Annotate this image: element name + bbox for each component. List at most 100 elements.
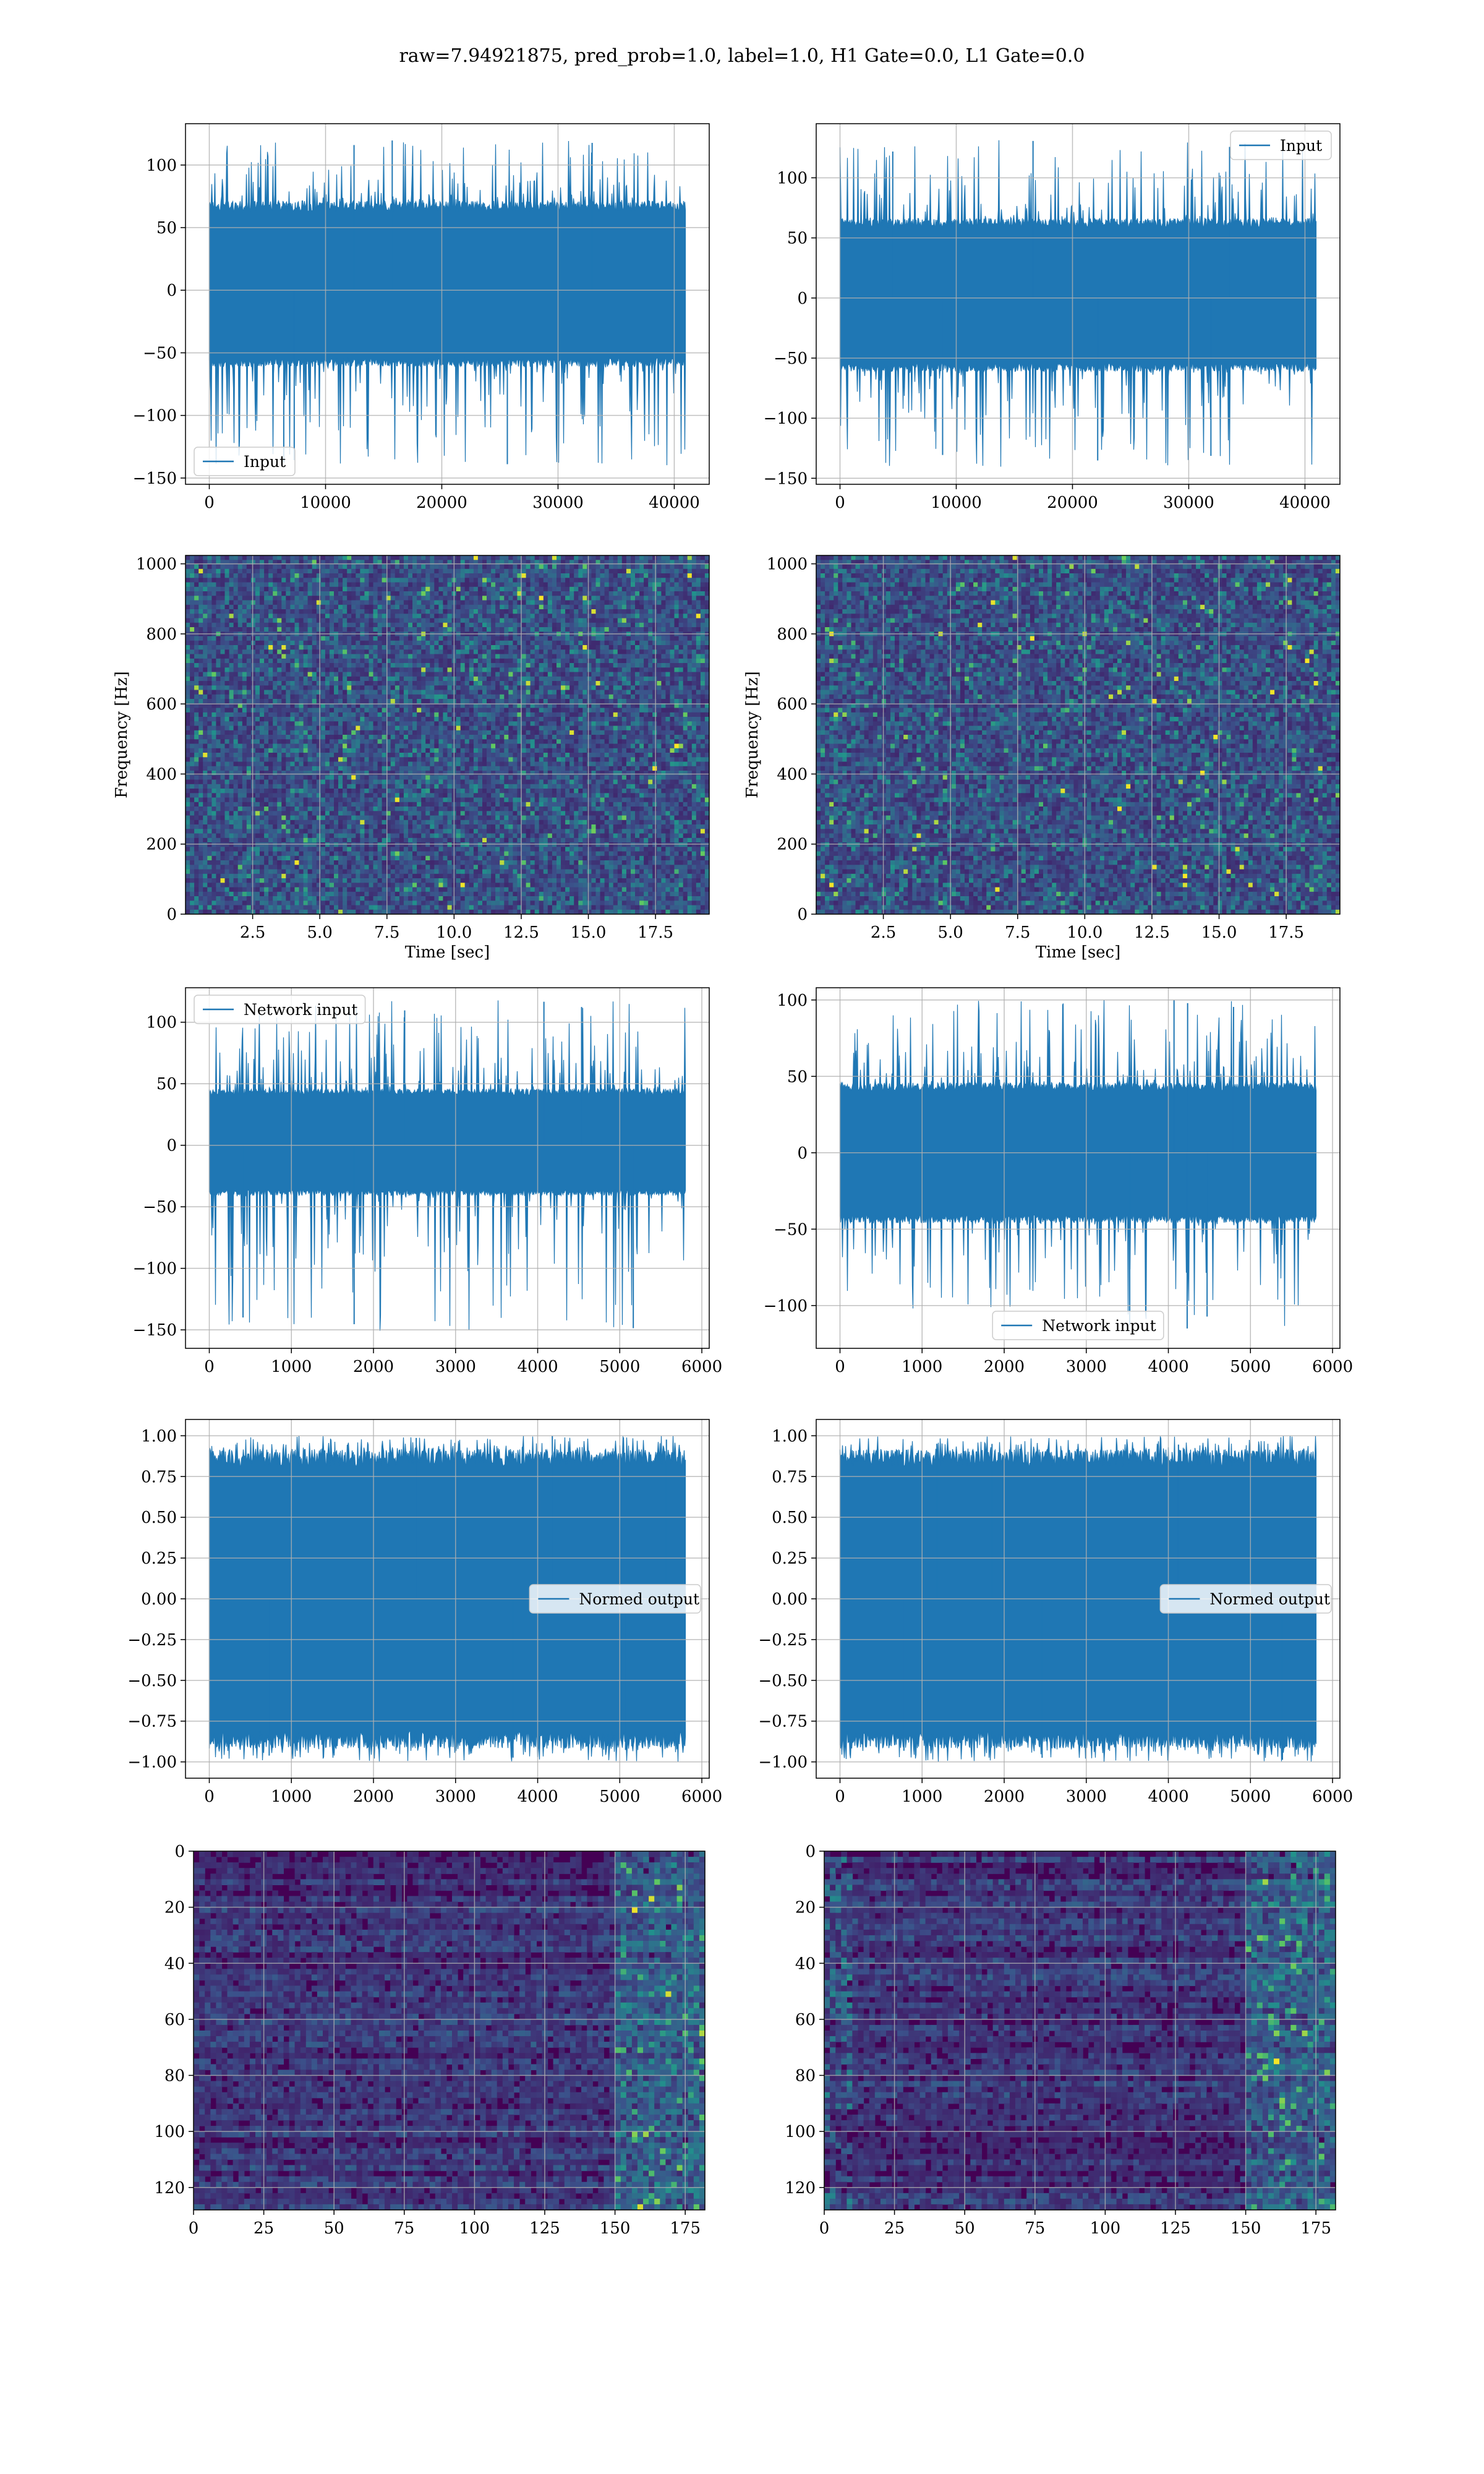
chart-p21: 0 1000 2000 3000 4000 5000 6000 −100 −50 0 50 100 Ne… bbox=[764, 987, 1353, 1376]
y-tick-label: 200 bbox=[777, 836, 808, 854]
x-tick-label: 2000 bbox=[353, 1358, 394, 1376]
legend: Normed output bbox=[1159, 1584, 1332, 1614]
x-tick-label: 2000 bbox=[353, 1787, 394, 1806]
y-tick-label: 800 bbox=[146, 625, 177, 644]
series-line bbox=[839, 999, 1317, 1329]
y-tick-label: −1.00 bbox=[127, 1753, 177, 1772]
y-tick-label: −0.75 bbox=[758, 1713, 808, 1731]
y-tick-label: 0.25 bbox=[141, 1549, 177, 1568]
axes-frame bbox=[816, 987, 1341, 1349]
legend-label: Normed output bbox=[579, 1590, 699, 1608]
x-tick-label: 175 bbox=[670, 2219, 701, 2238]
legend: Network input bbox=[992, 1311, 1164, 1340]
y-tick-label: 0 bbox=[174, 1843, 185, 1861]
y-tick-label: 1000 bbox=[767, 555, 808, 574]
y-tick-label: 120 bbox=[154, 2179, 185, 2198]
heatmap-cells bbox=[816, 555, 1340, 914]
x-tick-label: 7.5 bbox=[1005, 923, 1030, 942]
y-tick-label: 0.50 bbox=[141, 1509, 177, 1527]
x-tick-label: 25 bbox=[254, 2219, 274, 2238]
y-tick-label: −0.50 bbox=[758, 1672, 808, 1690]
heatmap-cells bbox=[824, 1851, 1336, 2210]
chart-p11: 2.5 5.0 7.5 10.0 12.5 15.0 17.5 0 200 400 600 800 10… bbox=[743, 555, 1341, 962]
legend: Network input bbox=[194, 995, 366, 1024]
y-tick-label: 80 bbox=[795, 2067, 816, 2086]
y-tick-label: 50 bbox=[787, 229, 808, 248]
chart-p01: 0 10000 20000 30000 40000 −150 −100 −50 0 50 100 In… bbox=[764, 123, 1341, 512]
x-tick-label: 75 bbox=[394, 2219, 414, 2238]
series-line bbox=[839, 140, 1317, 467]
x-tick-label: 20000 bbox=[416, 494, 467, 512]
x-tick-label: 0 bbox=[835, 494, 845, 512]
axes-frame bbox=[185, 987, 710, 1349]
y-tick-label: −50 bbox=[143, 344, 177, 362]
y-tick-label: 100 bbox=[777, 991, 808, 1010]
axes-frame bbox=[185, 555, 710, 915]
x-tick-label: 30000 bbox=[532, 494, 584, 512]
gridlines bbox=[186, 988, 709, 1348]
x-tick-label: 4000 bbox=[517, 1358, 558, 1376]
x-tick-label: 1000 bbox=[271, 1787, 312, 1806]
y-tick-label: −100 bbox=[133, 407, 177, 426]
y-tick-label: −100 bbox=[133, 1260, 177, 1278]
y-tick-label: 400 bbox=[146, 765, 177, 784]
x-tick-label: 7.5 bbox=[374, 923, 399, 942]
y-tick-label: 1.00 bbox=[772, 1427, 808, 1445]
x-tick-label: 4000 bbox=[1148, 1787, 1188, 1806]
gridlines bbox=[816, 124, 1340, 484]
y-tick-label: 0.75 bbox=[141, 1468, 177, 1486]
x-tick-label: 5000 bbox=[1230, 1358, 1271, 1376]
y-tick-label: 100 bbox=[777, 169, 808, 187]
y-tick-label: 40 bbox=[164, 1954, 185, 1973]
gridlines bbox=[186, 124, 709, 484]
y-tick-label: 100 bbox=[785, 2123, 816, 2141]
x-tick-label: 0 bbox=[204, 1358, 215, 1376]
y-tick-label: 1.00 bbox=[141, 1427, 177, 1445]
x-tick-label: 3000 bbox=[1066, 1358, 1107, 1376]
y-tick-label: 0.25 bbox=[772, 1549, 808, 1568]
legend: Input bbox=[1230, 131, 1332, 160]
y-tick-label: 0 bbox=[797, 1144, 808, 1163]
chart-p40: 0 25 50 75 100 125 150 175 0 20 40 60 80 100 120 bbox=[154, 1843, 706, 2238]
y-tick-label: 60 bbox=[795, 2011, 816, 2029]
x-tick-label: 75 bbox=[1025, 2219, 1045, 2238]
y-tick-label: −50 bbox=[774, 349, 808, 368]
axes-frame bbox=[185, 123, 710, 485]
y-tick-label: 0.50 bbox=[772, 1509, 808, 1527]
legend-label: Normed output bbox=[1209, 1590, 1330, 1608]
x-tick-label: 25 bbox=[884, 2219, 905, 2238]
heatmap-cells bbox=[186, 555, 709, 914]
y-tick-label: 0.00 bbox=[772, 1590, 808, 1609]
x-tick-label: 30000 bbox=[1163, 494, 1214, 512]
x-tick-label: 10000 bbox=[300, 494, 351, 512]
y-tick-label: 0 bbox=[797, 905, 808, 924]
x-tick-label: 6000 bbox=[681, 1358, 722, 1376]
y-tick-label: −150 bbox=[133, 1321, 177, 1340]
chart-p10: 2.5 5.0 7.5 10.0 12.5 15.0 17.5 0 200 400 600 800 10… bbox=[113, 555, 710, 962]
gridlines bbox=[816, 988, 1340, 1348]
x-tick-label: 0 bbox=[835, 1358, 845, 1376]
x-tick-label: 3000 bbox=[435, 1787, 476, 1806]
x-tick-label: 0 bbox=[204, 1787, 215, 1806]
y-tick-label: −0.25 bbox=[758, 1631, 808, 1650]
x-tick-label: 2000 bbox=[984, 1787, 1025, 1806]
y-tick-label: −150 bbox=[133, 469, 177, 488]
chart-p41: 0 25 50 75 100 125 150 175 0 20 40 60 80 100 120 bbox=[785, 1843, 1336, 2238]
series-line bbox=[208, 140, 686, 466]
y-tick-label: 120 bbox=[785, 2179, 816, 2198]
y-tick-label: −50 bbox=[774, 1220, 808, 1239]
x-tick-label: 5000 bbox=[599, 1358, 640, 1376]
y-tick-label: −100 bbox=[764, 409, 808, 428]
y-tick-label: 0 bbox=[166, 905, 177, 924]
legend-label: Network input bbox=[244, 1001, 357, 1019]
x-tick-label: 10000 bbox=[931, 494, 982, 512]
x-tick-label: 4000 bbox=[517, 1787, 558, 1806]
x-tick-label: 0 bbox=[819, 2219, 830, 2238]
x-tick-label: 6000 bbox=[1312, 1787, 1353, 1806]
x-tick-label: 5.0 bbox=[307, 923, 332, 942]
x-tick-label: 10.0 bbox=[436, 923, 472, 942]
legend: Input bbox=[194, 447, 296, 476]
x-tick-label: 125 bbox=[1160, 2219, 1191, 2238]
x-tick-label: 1000 bbox=[902, 1358, 942, 1376]
